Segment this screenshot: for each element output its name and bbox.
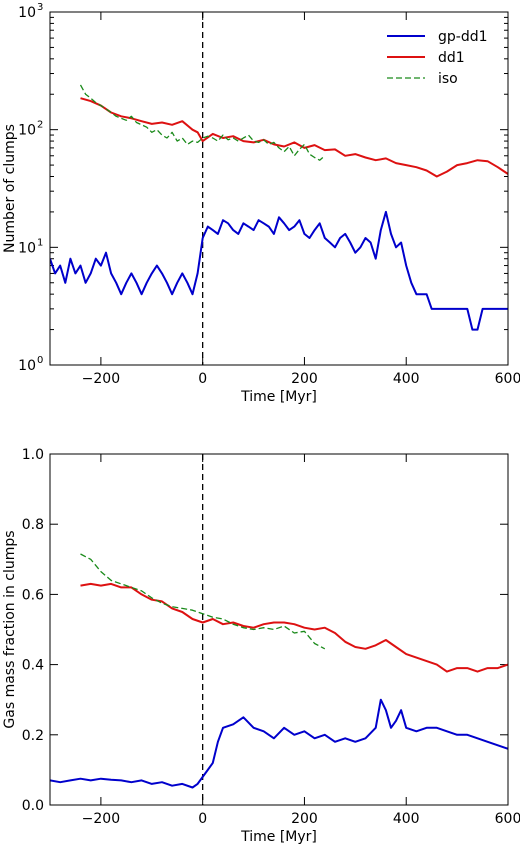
series-line-dd1 (80, 97, 508, 178)
x-tick-label: −200 (82, 811, 120, 827)
x-tick-label: 0 (198, 811, 207, 827)
x-tick-label: −200 (82, 371, 120, 387)
y-tick-label: 0.2 (22, 728, 44, 744)
series-line-dd1 (80, 582, 508, 673)
x-axis-label: Time [Myr] (240, 829, 317, 845)
x-axis-label: Time [Myr] (240, 389, 317, 405)
series-line-gp-dd1 (50, 698, 508, 789)
series-line-gp-dd1 (50, 210, 508, 331)
y-tick-exponent: 0 (37, 355, 43, 366)
y-tick-exponent: 1 (37, 237, 43, 248)
series-line-iso (80, 553, 326, 650)
y-tick-label: 10 (18, 358, 36, 374)
y-tick-label: 0.6 (22, 587, 44, 603)
y-tick-label: 0.0 (22, 798, 44, 814)
y-axis-label: Number of clumps (2, 124, 18, 253)
y-tick-label: 0.8 (22, 517, 44, 533)
x-tick-label: 400 (393, 811, 420, 827)
x-tick-label: 400 (393, 371, 420, 387)
plot-frame (49, 453, 509, 806)
y-tick-label: 10 (18, 5, 36, 21)
legend-label: iso (438, 71, 458, 87)
y-tick-exponent: 2 (37, 120, 43, 131)
chart-2: −200 0 200 400 600 0.0 0.2 0.4 0.6 0.8 1.0 Time [My… (2, 447, 520, 845)
y-tick-label: 0.4 (22, 658, 44, 674)
y-tick-label: 10 (18, 240, 36, 256)
x-tick-label: 200 (291, 811, 318, 827)
legend: gp-dd1 dd1 iso (387, 29, 488, 87)
plot-frame (49, 11, 509, 366)
x-tick-label: 0 (198, 371, 207, 387)
x-tick-label: 600 (495, 811, 520, 827)
y-axis-label: Gas mass fraction in clumps (2, 530, 18, 728)
legend-label: gp-dd1 (438, 29, 488, 45)
y-tick-label: 10 (18, 123, 36, 139)
y-tick-exponent: 3 (37, 2, 43, 13)
x-tick-label: 200 (291, 371, 318, 387)
x-tick-label: 600 (495, 371, 520, 387)
y-tick-label: 1.0 (22, 447, 44, 463)
legend-label: dd1 (438, 50, 465, 66)
